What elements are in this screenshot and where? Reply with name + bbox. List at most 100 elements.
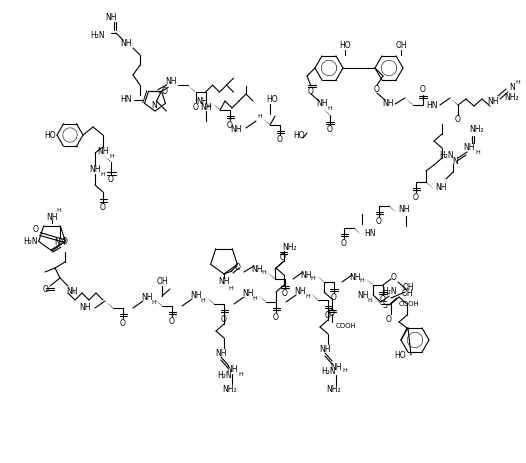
Text: NH: NH — [97, 148, 109, 156]
Text: NH: NH — [66, 287, 78, 295]
Text: O: O — [420, 86, 426, 94]
Text: H: H — [368, 298, 372, 302]
Text: O: O — [341, 238, 347, 248]
Text: O: O — [62, 238, 68, 246]
Text: H: H — [261, 269, 266, 275]
Text: O: O — [108, 175, 114, 184]
Polygon shape — [212, 103, 221, 112]
Text: HO: HO — [339, 42, 351, 50]
Text: NH: NH — [200, 103, 211, 112]
Text: NH₂: NH₂ — [470, 125, 484, 134]
Text: NH: NH — [294, 287, 306, 295]
Text: NH: NH — [218, 277, 230, 287]
Text: NH: NH — [316, 100, 328, 108]
Text: H: H — [306, 294, 310, 299]
Text: O: O — [380, 295, 386, 305]
Text: O: O — [221, 314, 227, 324]
Text: NH₂: NH₂ — [222, 384, 237, 394]
Text: NH: NH — [435, 182, 447, 192]
Polygon shape — [103, 155, 113, 163]
Text: H₂N: H₂N — [440, 151, 454, 161]
Text: S: S — [382, 300, 387, 309]
Text: O: O — [227, 120, 233, 130]
Text: H₂N: H₂N — [218, 370, 232, 380]
Polygon shape — [68, 287, 77, 296]
Text: NH: NH — [55, 238, 66, 247]
Text: H: H — [258, 114, 262, 119]
Text: NH: NH — [230, 125, 242, 134]
Text: O: O — [386, 315, 392, 325]
Polygon shape — [206, 297, 216, 306]
Text: H: H — [200, 298, 205, 302]
Text: O: O — [325, 311, 331, 319]
Text: NH: NH — [330, 363, 342, 371]
Text: NH: NH — [487, 98, 499, 106]
Text: O: O — [282, 289, 288, 299]
Text: N: N — [452, 157, 458, 167]
Text: HN: HN — [120, 95, 132, 105]
Polygon shape — [105, 301, 115, 310]
Text: NH: NH — [398, 206, 410, 214]
Polygon shape — [262, 118, 271, 127]
Text: N: N — [509, 83, 515, 93]
Text: OH: OH — [402, 283, 414, 293]
Polygon shape — [450, 98, 459, 106]
Text: NH: NH — [190, 290, 202, 300]
Polygon shape — [352, 226, 362, 235]
Text: OH: OH — [395, 42, 407, 50]
Text: NH: NH — [382, 100, 394, 108]
Text: H: H — [239, 371, 244, 376]
Text: H: H — [328, 106, 332, 112]
Text: N: N — [151, 100, 157, 110]
Text: NH: NH — [46, 213, 58, 221]
Text: NH: NH — [349, 274, 361, 282]
Text: NH₂: NH₂ — [327, 386, 341, 394]
Text: O: O — [169, 317, 175, 325]
Text: O: O — [120, 319, 126, 327]
Text: HO: HO — [266, 95, 278, 105]
Text: H₂N: H₂N — [322, 368, 336, 376]
Text: H: H — [229, 286, 234, 290]
Polygon shape — [310, 293, 319, 302]
Text: O: O — [308, 87, 314, 95]
Polygon shape — [258, 295, 267, 304]
Text: NH: NH — [79, 304, 91, 313]
Text: O: O — [33, 225, 39, 234]
Polygon shape — [365, 278, 375, 287]
Text: HO: HO — [293, 131, 305, 140]
Text: NH: NH — [357, 290, 369, 300]
Text: H: H — [476, 150, 480, 155]
Text: H: H — [515, 81, 520, 86]
Text: O: O — [193, 103, 198, 112]
Text: H: H — [342, 369, 347, 374]
Polygon shape — [405, 98, 414, 106]
Text: HO: HO — [394, 351, 406, 361]
Text: HN: HN — [364, 229, 376, 238]
Text: H: H — [252, 295, 257, 300]
Text: O: O — [376, 217, 382, 225]
Text: NH₂: NH₂ — [282, 243, 297, 251]
Text: H₂N: H₂N — [24, 238, 38, 246]
Text: OH: OH — [401, 288, 413, 298]
Polygon shape — [267, 272, 277, 281]
Text: O: O — [161, 87, 167, 95]
Polygon shape — [154, 299, 164, 307]
Text: O: O — [413, 193, 419, 201]
Text: NH: NH — [463, 144, 475, 152]
Text: O: O — [100, 202, 106, 212]
Text: H: H — [207, 104, 211, 108]
Text: O: O — [277, 136, 283, 144]
Text: O: O — [280, 254, 286, 263]
Text: NH: NH — [196, 96, 208, 106]
Text: H: H — [360, 279, 365, 283]
Text: H: H — [57, 208, 62, 213]
Text: O: O — [235, 263, 241, 273]
Text: O: O — [273, 313, 279, 321]
Text: O: O — [331, 293, 337, 301]
Text: NH: NH — [165, 76, 176, 86]
Text: HO: HO — [44, 131, 56, 139]
Text: NH: NH — [105, 13, 117, 21]
Text: OH: OH — [156, 276, 168, 286]
Text: O: O — [327, 125, 333, 134]
Text: H₂N: H₂N — [383, 288, 397, 296]
